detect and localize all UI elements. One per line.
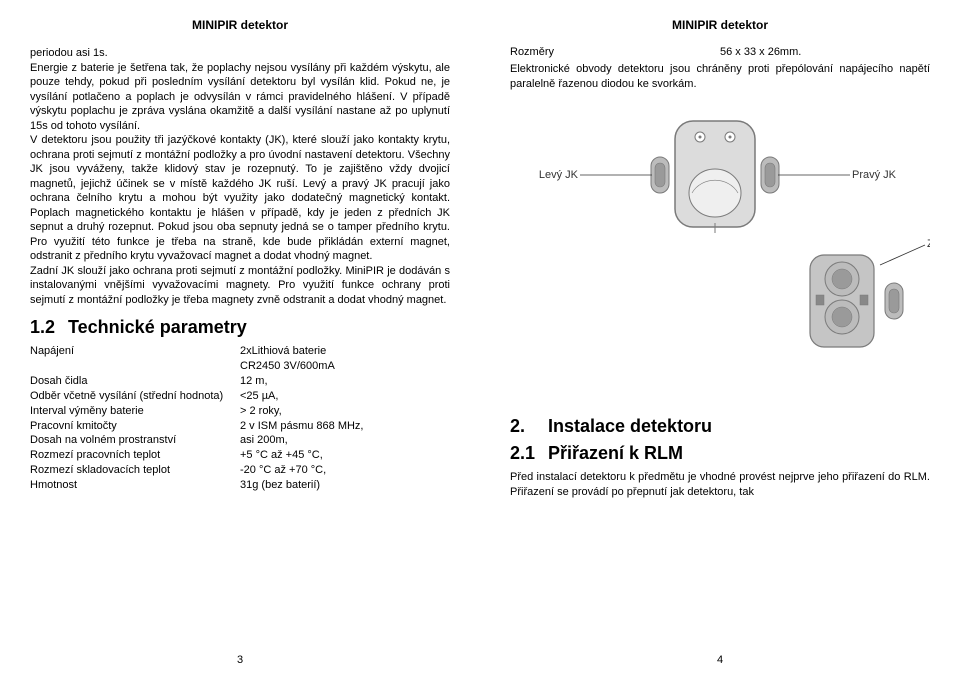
header-title-left: MINIPIR detektor bbox=[30, 18, 450, 32]
page-number-left: 3 bbox=[0, 654, 480, 666]
spec-label: Pracovní kmitočty bbox=[30, 419, 240, 434]
spec-row: Rozmezí skladovacích teplot-20 °C až +70… bbox=[30, 463, 450, 478]
spec-value: -20 °C až +70 °C, bbox=[240, 463, 450, 478]
sec2-num: 2. bbox=[510, 416, 548, 437]
spec-value: 2 v ISM pásmu 868 MHz, bbox=[240, 419, 450, 434]
header-title-right: MINIPIR detektor bbox=[510, 18, 930, 32]
sec21-heading: 2.1Přiřazení k RLM bbox=[510, 443, 930, 464]
svg-text:Pravý JK: Pravý JK bbox=[852, 169, 897, 181]
page-right: MINIPIR detektor Rozměry 56 x 33 x 26mm.… bbox=[480, 0, 960, 674]
spec-value: CR2450 3V/600mA bbox=[240, 359, 450, 374]
spec-label: Interval výměny baterie bbox=[30, 404, 240, 419]
spec-row: Napájení2xLithiová baterie bbox=[30, 344, 450, 359]
spec-value: 31g (bez baterií) bbox=[240, 478, 450, 493]
dimensions-label: Rozměry bbox=[510, 46, 720, 58]
svg-text:Zadní JK: Zadní JK bbox=[927, 238, 930, 250]
spec-value: 2xLithiová baterie bbox=[240, 344, 450, 359]
detector-diagram: Levý JK Pravý JK Zadní JK bbox=[510, 105, 930, 365]
dimensions-row: Rozměry 56 x 33 x 26mm. bbox=[510, 46, 930, 58]
spec-label: Dosah čidla bbox=[30, 374, 240, 389]
sec2-heading: 2.Instalace detektoru bbox=[510, 416, 930, 437]
spec-label: Dosah na volném prostranství bbox=[30, 433, 240, 448]
right-body2: Před instalací detektoru k předmětu je v… bbox=[510, 470, 930, 499]
spec-label bbox=[30, 359, 240, 374]
sec2-title: Instalace detektoru bbox=[548, 416, 712, 436]
spec-row: CR2450 3V/600mA bbox=[30, 359, 450, 374]
spec-value: > 2 roky, bbox=[240, 404, 450, 419]
spec-value: 12 m, bbox=[240, 374, 450, 389]
sec21-title: Přiřazení k RLM bbox=[548, 443, 683, 463]
spec-row: Odběr včetně vysílání (střední hodnota)<… bbox=[30, 389, 450, 404]
spec-value: asi 200m, bbox=[240, 433, 450, 448]
spec-heading-text: Technické parametry bbox=[68, 317, 247, 337]
spec-row: Dosah čidla12 m, bbox=[30, 374, 450, 389]
page-left: MINIPIR detektor periodou asi 1s.Energie… bbox=[0, 0, 480, 674]
spec-label: Napájení bbox=[30, 344, 240, 359]
left-body-text: periodou asi 1s.Energie z baterie je šet… bbox=[30, 46, 450, 307]
spec-value: +5 °C až +45 °C, bbox=[240, 448, 450, 463]
sec21-num: 2.1 bbox=[510, 443, 548, 464]
spec-value: <25 µA, bbox=[240, 389, 450, 404]
spec-heading: 1.2Technické parametry bbox=[30, 317, 450, 338]
svg-text:Levý JK: Levý JK bbox=[539, 169, 579, 181]
spec-row: Rozmezí pracovních teplot+5 °C až +45 °C… bbox=[30, 448, 450, 463]
spec-label: Rozmezí skladovacích teplot bbox=[30, 463, 240, 478]
spec-label: Rozmezí pracovních teplot bbox=[30, 448, 240, 463]
spec-row: Pracovní kmitočty2 v ISM pásmu 868 MHz, bbox=[30, 419, 450, 434]
dimensions-value: 56 x 33 x 26mm. bbox=[720, 46, 930, 58]
spec-row: Hmotnost31g (bez baterií) bbox=[30, 478, 450, 493]
spec-row: Dosah na volném prostranstvíasi 200m, bbox=[30, 433, 450, 448]
page-number-right: 4 bbox=[480, 654, 960, 666]
spec-row: Interval výměny baterie> 2 roky, bbox=[30, 404, 450, 419]
spec-label: Odběr včetně vysílání (střední hodnota) bbox=[30, 389, 240, 404]
spec-table: Napájení2xLithiová baterieCR2450 3V/600m… bbox=[30, 344, 450, 492]
spec-heading-num: 1.2 bbox=[30, 317, 68, 338]
spec-label: Hmotnost bbox=[30, 478, 240, 493]
right-note: Elektronické obvody detektoru jsou chrán… bbox=[510, 62, 930, 91]
